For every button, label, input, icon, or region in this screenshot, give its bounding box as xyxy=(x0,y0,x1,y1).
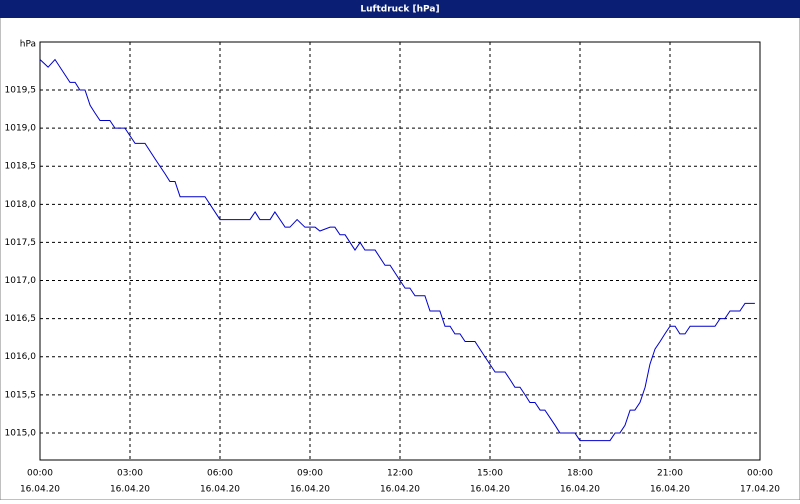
x-tick-label: 21:00 xyxy=(657,469,683,479)
x-tick-date: 16.04.20 xyxy=(200,485,240,495)
x-tick-label: 09:00 xyxy=(297,469,323,479)
y-unit: hPa xyxy=(20,40,36,50)
x-tick-label: 00:00 xyxy=(747,469,773,479)
x-tick-date: 16.04.20 xyxy=(110,485,150,495)
x-tick-label: 03:00 xyxy=(117,469,143,479)
y-tick-label: 1019,0 xyxy=(5,124,37,134)
x-tick-date: 16.04.20 xyxy=(20,485,60,495)
y-tick-label: 1017,5 xyxy=(5,238,37,248)
y-tick-label: 1016,0 xyxy=(5,352,37,362)
x-tick-label: 12:00 xyxy=(387,469,413,479)
x-tick-label: 18:00 xyxy=(567,469,593,479)
x-tick-date: 16.04.20 xyxy=(650,485,690,495)
y-tick-label: 1018,5 xyxy=(5,162,37,172)
x-tick-date: 16.04.20 xyxy=(560,485,600,495)
y-tick-label: 1017,0 xyxy=(5,276,37,286)
y-tick-label: 1015,5 xyxy=(5,390,37,400)
x-tick-date: 16.04.20 xyxy=(380,485,420,495)
chart-title: Luftdruck [hPa] xyxy=(360,5,439,15)
y-tick-label: 1018,0 xyxy=(5,200,37,210)
x-tick-date: 16.04.20 xyxy=(290,485,330,495)
y-tick-label: 1015,0 xyxy=(5,428,37,438)
data-line xyxy=(39,58,755,442)
y-tick-label: 1019,5 xyxy=(5,86,37,96)
x-tick-date: 16.04.20 xyxy=(470,485,510,495)
x-tick-label: 15:00 xyxy=(477,469,503,479)
title-bar xyxy=(0,0,800,18)
x-tick-date: 17.04.20 xyxy=(740,485,780,495)
x-tick-label: 06:00 xyxy=(207,469,233,479)
y-tick-label: 1016,5 xyxy=(5,314,37,324)
x-tick-label: 00:00 xyxy=(27,469,53,479)
